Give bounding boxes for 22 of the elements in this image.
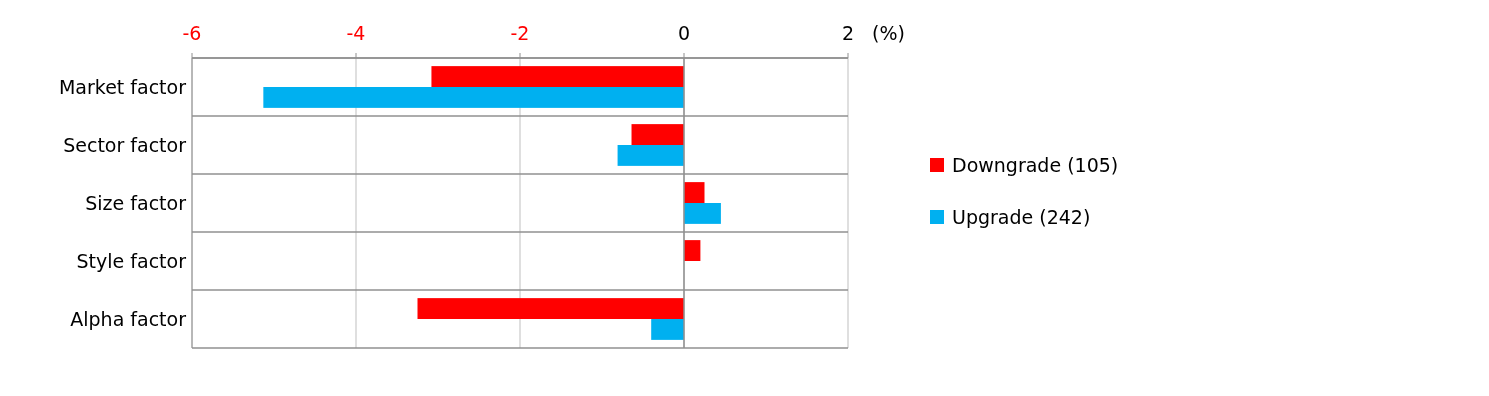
legend-label: Downgrade (105) (952, 154, 1119, 176)
bar (617, 145, 684, 166)
x-tick-label: 0 (677, 22, 691, 44)
x-tick-label: -6 (182, 22, 202, 44)
y-tick-label: Market factor (58, 76, 187, 98)
y-tick-label: Sector factor (63, 134, 187, 156)
bar (431, 66, 684, 87)
y-tick-label: Alpha factor (70, 308, 187, 330)
bar (631, 124, 684, 145)
bar (684, 203, 721, 224)
bar (684, 182, 705, 203)
x-tick-label: -4 (346, 22, 366, 44)
x-tick-label: 2 (841, 22, 855, 44)
x-axis-title: (%) (872, 22, 905, 44)
x-tick-label: -2 (510, 22, 530, 44)
bar (417, 298, 684, 319)
bar (684, 240, 701, 261)
y-tick-label: Style factor (76, 250, 187, 272)
legend-label: Upgrade (242) (952, 206, 1091, 228)
bar (651, 319, 684, 340)
bar (263, 87, 684, 108)
y-tick-label: Size factor (85, 192, 187, 214)
